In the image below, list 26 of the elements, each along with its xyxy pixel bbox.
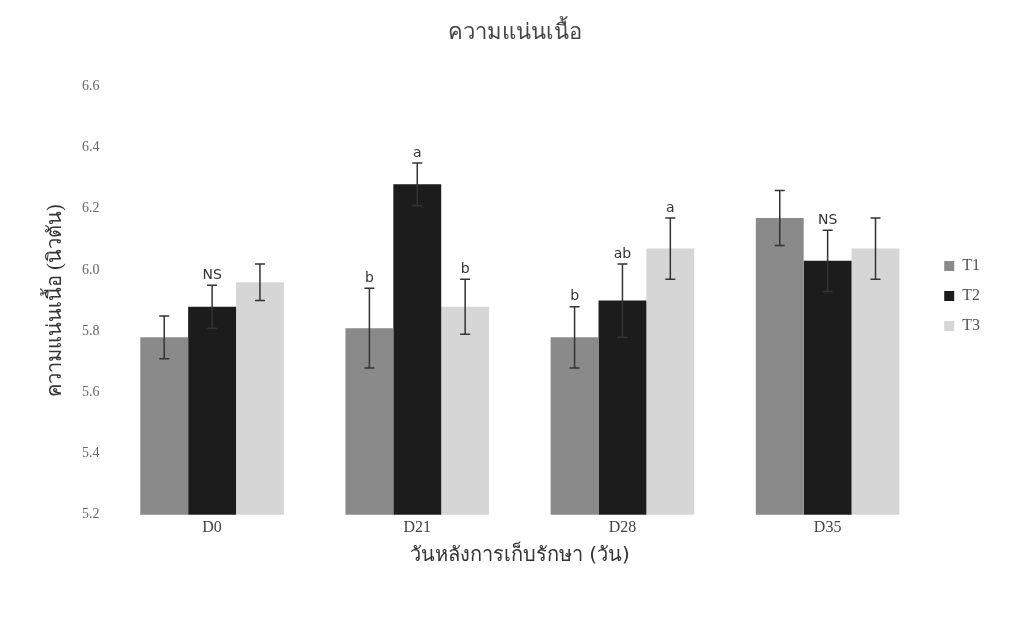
y-tick-label: 5.6 xyxy=(82,384,100,400)
legend-label: T3 xyxy=(962,316,981,334)
x-tick-label: D0 xyxy=(202,517,222,535)
y-tick-label: 5.8 xyxy=(82,322,100,338)
y-tick-label: 6.0 xyxy=(82,261,100,277)
legend-label: T2 xyxy=(962,286,981,304)
data-label: a xyxy=(666,198,675,215)
y-tick-label: 5.4 xyxy=(82,445,100,461)
y-axis-title: ความแน่นเนื้อ (นิวตัน) xyxy=(40,204,67,397)
data-label: b xyxy=(570,287,580,304)
x-tick-label: D28 xyxy=(608,517,637,535)
data-label: b xyxy=(460,259,470,276)
y-tick-label: 6.4 xyxy=(82,139,100,155)
x-tick-label: D35 xyxy=(813,517,842,535)
x-axis-title: วันหลังการเก็บรักษา (วัน) xyxy=(409,541,630,567)
data-label: NS xyxy=(817,210,838,227)
data-label: NS xyxy=(202,265,222,282)
y-tick-label: 6.2 xyxy=(82,200,100,216)
data-label: ab xyxy=(613,244,632,261)
y-tick-label: 6.6 xyxy=(82,78,100,94)
data-label: a xyxy=(412,143,422,160)
chart-title: ความแน่นเนื้อ xyxy=(448,15,582,44)
data-label: b xyxy=(364,269,374,285)
y-tick-label: 5.2 xyxy=(82,506,100,522)
x-tick-label: D21 xyxy=(403,517,432,535)
legend-label: T1 xyxy=(962,256,981,274)
